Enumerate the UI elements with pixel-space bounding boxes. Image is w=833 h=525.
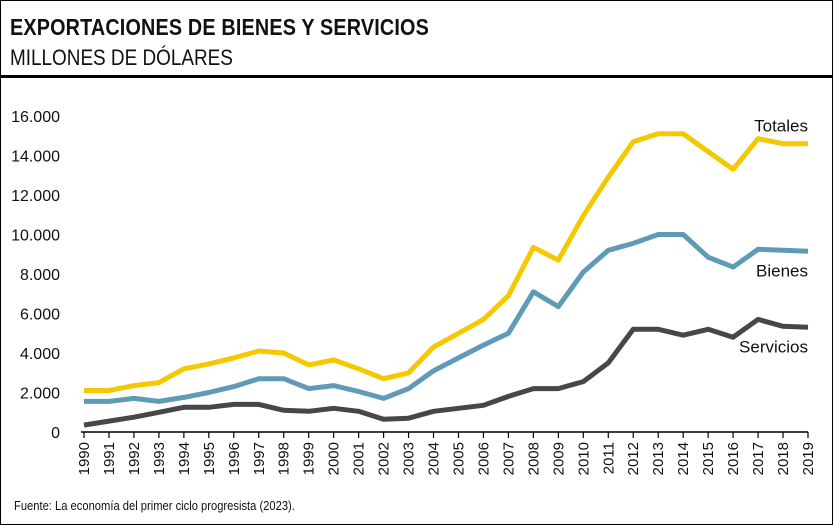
y-tick-label: 4.000 bbox=[20, 346, 60, 363]
x-tick-label: 2015 bbox=[700, 442, 717, 475]
x-tick-label: 1999 bbox=[301, 442, 318, 475]
x-tick-label: 1998 bbox=[276, 442, 293, 475]
chart-subtitle: MILLONES DE DÓLARES bbox=[10, 45, 233, 70]
chart-title: EXPORTACIONES DE BIENES Y SERVICIOS bbox=[10, 14, 429, 40]
title-divider bbox=[0, 75, 833, 78]
series-label-servicios: Servicios bbox=[739, 337, 808, 356]
x-tick-label: 2002 bbox=[376, 442, 393, 475]
y-tick-label: 8.000 bbox=[20, 267, 60, 284]
x-tick-label: 2006 bbox=[475, 442, 492, 475]
y-tick-label: 6.000 bbox=[20, 307, 60, 324]
x-tick-label: 2007 bbox=[500, 442, 517, 475]
x-tick-label: 2018 bbox=[775, 442, 792, 475]
y-axis-ticks: 0 2.000 4.000 6.000 8.000 10.000 12.000 14.000 1… bbox=[11, 109, 60, 442]
x-tick-label: 1991 bbox=[101, 442, 118, 475]
x-tick-label: 2000 bbox=[326, 442, 343, 475]
series-labels: Totales Bienes Servicios bbox=[739, 117, 808, 357]
x-tick-label: 2014 bbox=[675, 442, 692, 475]
y-tick-label: 2.000 bbox=[20, 386, 60, 403]
x-tick-label: 2008 bbox=[525, 442, 542, 475]
y-tick-label: 14.000 bbox=[11, 149, 60, 166]
series-line-totales bbox=[84, 131, 808, 393]
x-tick-label: 1997 bbox=[251, 442, 268, 475]
y-tick-label: 0 bbox=[51, 425, 60, 442]
y-tick-label: 12.000 bbox=[11, 188, 60, 205]
series-line-bienes bbox=[84, 232, 809, 404]
series-label-bienes: Bienes bbox=[756, 261, 808, 280]
y-tick-label: 10.000 bbox=[11, 228, 60, 245]
x-tick-label: 2013 bbox=[650, 442, 667, 475]
x-tick-label: 2001 bbox=[351, 442, 368, 475]
series-label-totales: Totales bbox=[754, 117, 808, 136]
x-tick-label: 1992 bbox=[126, 442, 143, 475]
x-tick-label: 1996 bbox=[226, 442, 243, 475]
x-tick-label: 2017 bbox=[750, 442, 767, 475]
x-tick-label: 1994 bbox=[176, 442, 193, 475]
x-tick-label: 2004 bbox=[426, 442, 443, 475]
x-tick-label: 1993 bbox=[151, 442, 168, 475]
y-tick-label: 16.000 bbox=[11, 109, 60, 126]
series-line-servicios bbox=[83, 316, 809, 428]
x-tick-label: 2005 bbox=[450, 442, 467, 475]
x-tick-label: 2010 bbox=[575, 442, 592, 475]
x-tick-label: 2003 bbox=[401, 442, 418, 475]
series-lines bbox=[83, 131, 809, 428]
source-note: Fuente: La economía del primer ciclo pro… bbox=[14, 498, 295, 513]
x-tick-label: 2011 bbox=[600, 442, 617, 474]
x-tick-label: 2019 bbox=[800, 442, 817, 475]
x-tick-label: 2012 bbox=[625, 442, 642, 475]
x-tick-label: 2016 bbox=[725, 442, 742, 475]
x-tick-label: 1995 bbox=[201, 442, 218, 475]
x-tick-label: 1990 bbox=[76, 442, 93, 475]
x-tick-label: 2009 bbox=[550, 442, 567, 475]
x-axis-ticks: 1990 1991 1992 1993 1994 1995 1996 1997 1998 1999… bbox=[76, 432, 817, 475]
